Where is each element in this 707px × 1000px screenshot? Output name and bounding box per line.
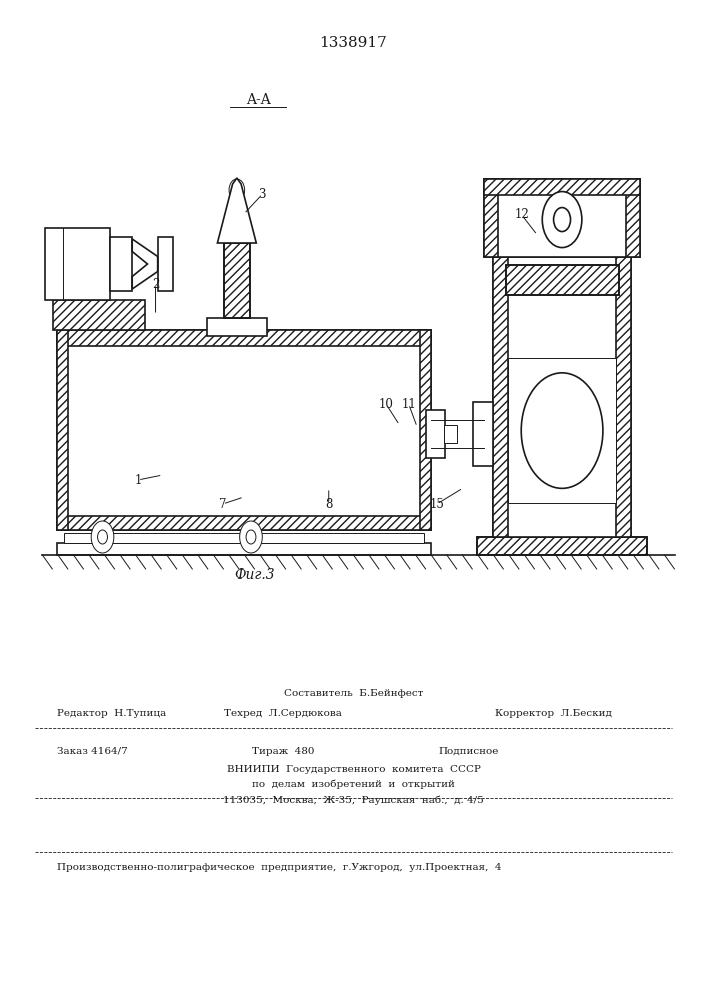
Text: 15: 15 [429, 497, 445, 510]
Bar [506, 265, 619, 295]
Text: Техред  Л.Сердюкова: Техред Л.Сердюкова [224, 710, 341, 718]
Bar [53, 300, 145, 330]
Circle shape [229, 179, 245, 201]
Bar [207, 318, 267, 336]
Bar [57, 543, 431, 555]
Text: A-A: A-A [245, 93, 271, 107]
Text: ВНИИПИ  Государственного  комитета  СССР: ВНИИПИ Государственного комитета СССР [226, 764, 481, 774]
Text: 12: 12 [515, 209, 529, 222]
Bar [477, 537, 647, 555]
Text: Составитель  Б.Бейнфест: Составитель Б.Бейнфест [284, 688, 423, 698]
Bar [420, 330, 431, 530]
Text: 7: 7 [219, 497, 226, 510]
Text: 1: 1 [134, 474, 141, 487]
Bar [158, 237, 173, 291]
Bar [508, 358, 616, 503]
Circle shape [554, 208, 571, 232]
Bar [484, 179, 640, 257]
Circle shape [246, 530, 256, 544]
Text: Тираж  480: Тираж 480 [252, 746, 314, 756]
Bar [110, 237, 132, 291]
Bar [57, 330, 68, 530]
Bar [444, 425, 457, 443]
Bar [493, 257, 631, 537]
Bar [57, 330, 431, 530]
Circle shape [542, 192, 582, 248]
Text: Фиг.3: Фиг.3 [234, 568, 275, 582]
Bar [506, 265, 619, 295]
Bar [45, 228, 110, 300]
Circle shape [91, 521, 114, 553]
Bar [493, 257, 508, 537]
Bar [224, 243, 250, 318]
Bar [224, 243, 250, 318]
Circle shape [98, 530, 107, 544]
Text: 1338917: 1338917 [320, 36, 387, 50]
Bar [616, 257, 631, 537]
Bar [626, 179, 640, 257]
Bar [477, 537, 647, 555]
Bar [426, 410, 445, 458]
Text: по  делам  изобретений  и  открытий: по делам изобретений и открытий [252, 779, 455, 789]
Bar [484, 179, 498, 257]
Polygon shape [132, 239, 158, 289]
Text: Редактор  Н.Тупица: Редактор Н.Тупица [57, 710, 166, 718]
Bar [64, 533, 424, 543]
Text: Заказ 4164/7: Заказ 4164/7 [57, 746, 127, 756]
Text: Подписное: Подписное [438, 746, 498, 756]
Text: 8: 8 [325, 497, 332, 510]
Circle shape [240, 521, 262, 553]
Text: Производственно-полиграфическое  предприятие,  г.Ужгород,  ул.Проектная,  4: Производственно-полиграфическое предприя… [57, 862, 501, 871]
Bar [473, 402, 493, 466]
Text: 10: 10 [378, 397, 394, 410]
Bar [57, 330, 431, 346]
Text: 2: 2 [152, 278, 159, 292]
Polygon shape [218, 178, 256, 243]
Bar [484, 179, 640, 195]
Bar [57, 516, 431, 530]
Circle shape [521, 373, 603, 488]
Text: 3: 3 [258, 188, 265, 202]
Text: Корректор  Л.Бескид: Корректор Л.Бескид [495, 710, 612, 718]
Text: 11: 11 [402, 397, 416, 410]
Text: 113035,  Москва,  Ж-35,  Раушская  наб.,  д. 4/5: 113035, Москва, Ж-35, Раушская наб., д. … [223, 795, 484, 805]
